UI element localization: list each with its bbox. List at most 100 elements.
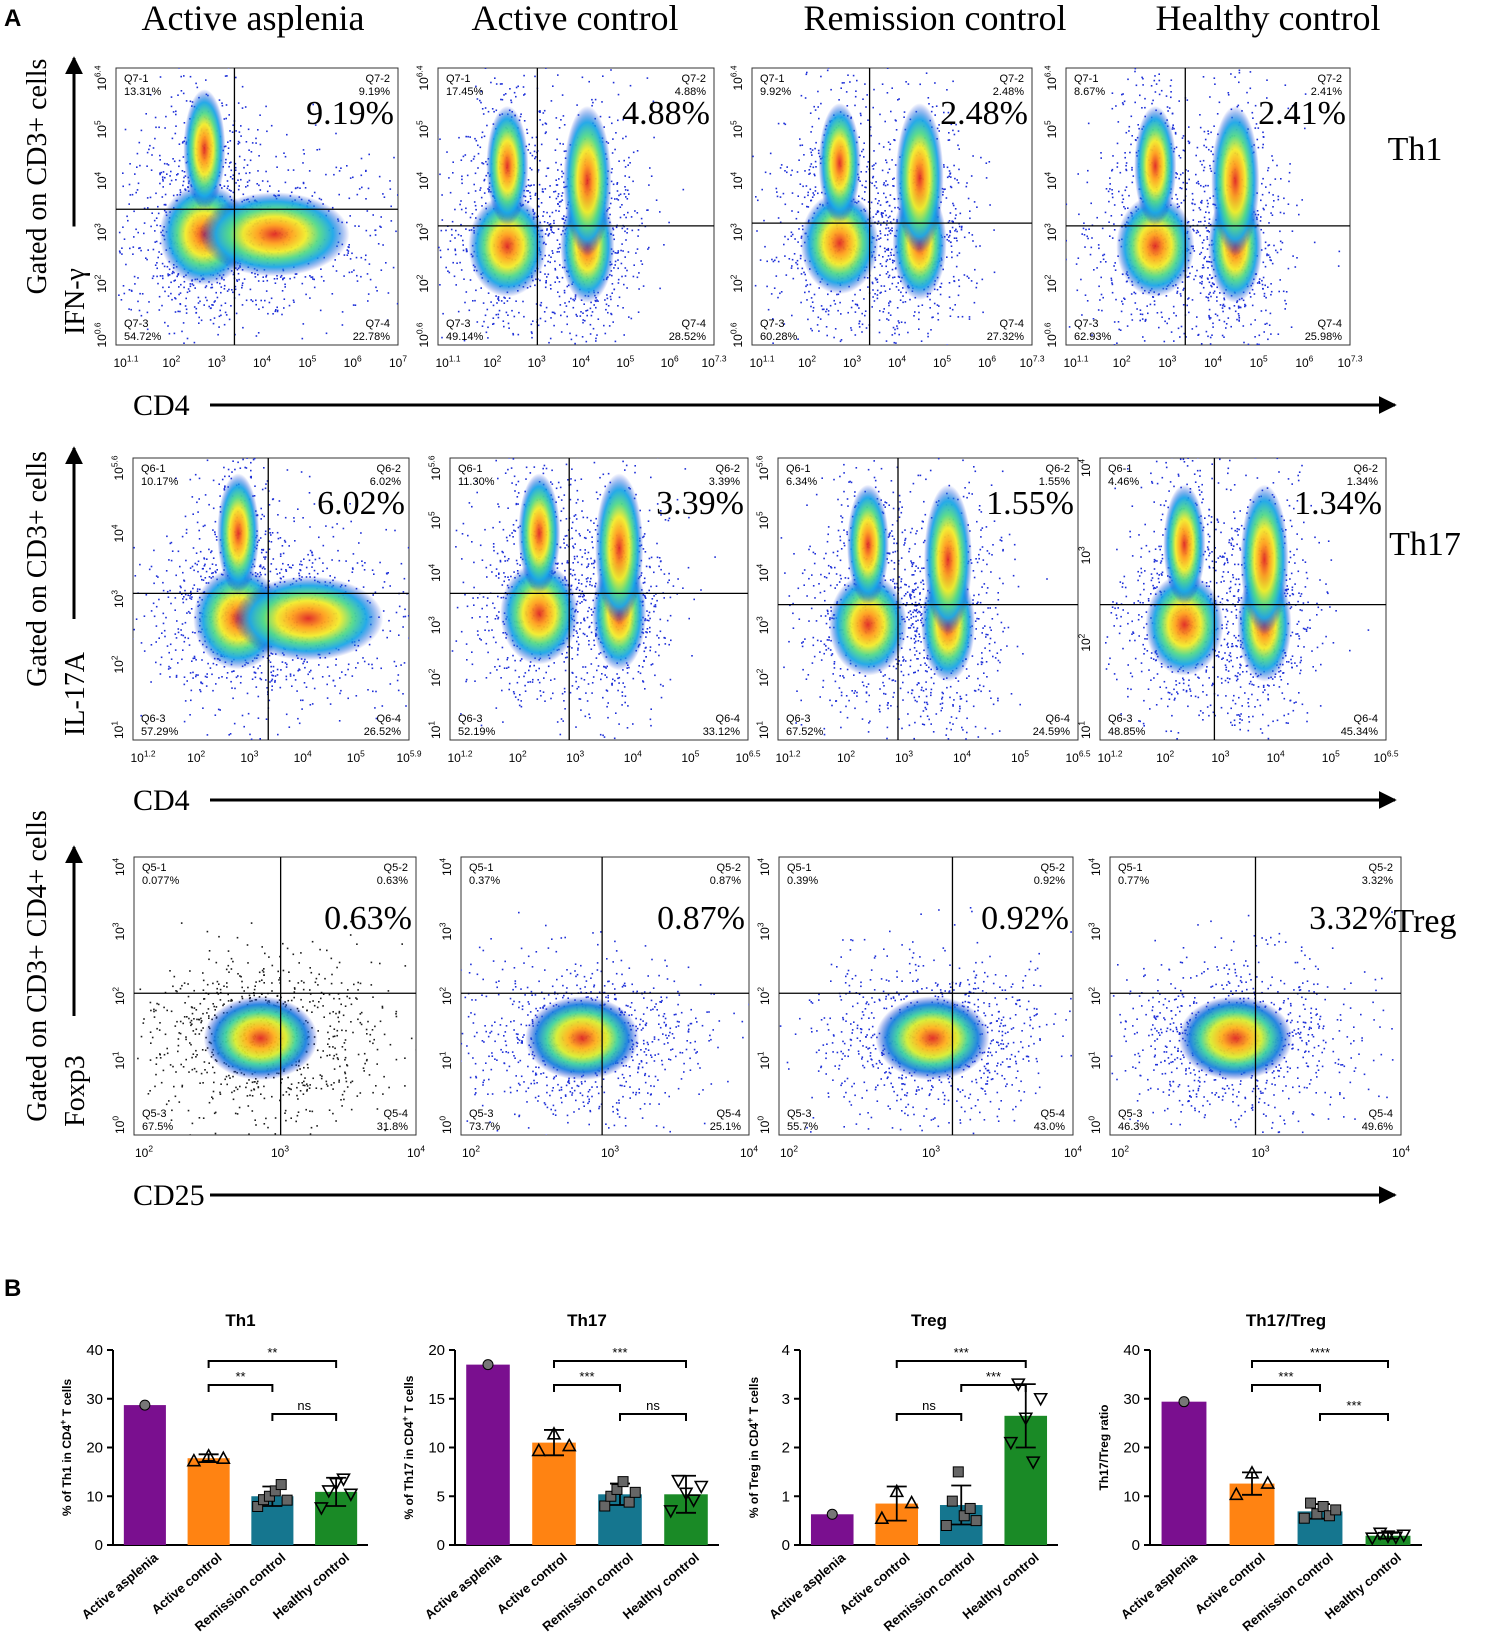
- quadrant-value: 25.1%: [710, 1121, 741, 1133]
- data-point: [482, 1359, 494, 1371]
- column-header: Active control: [472, 0, 679, 38]
- event-cloud: [752, 68, 996, 345]
- y-axis-gate-text: Gated on CD3+ cells: [22, 59, 53, 295]
- y-axis-title-text: % of Th1 in CD4+ T cells: [58, 1379, 74, 1517]
- density-blob: [468, 194, 547, 297]
- flow-plot: Q5-10.39%Q5-20.92%Q5-355.7%Q5-443.0%0.92…: [756, 856, 1082, 1160]
- y-tick-label: 103: [110, 590, 126, 608]
- x-axis-marker-text: CD25: [133, 1179, 205, 1212]
- significance-bracket: ***: [895, 1345, 1027, 1368]
- y-axis-title: % of Th1 in CD4+ T cells: [58, 1379, 74, 1517]
- quadrant-name: Q7-3: [124, 318, 148, 330]
- quadrant-name: Q6-4: [716, 713, 740, 725]
- data-point: [1018, 1412, 1034, 1426]
- y-tick-label: 40: [86, 1342, 103, 1359]
- data-point: [281, 1494, 293, 1506]
- y-tick-label: 102: [1087, 987, 1103, 1005]
- y-tick-label: 106.4: [415, 65, 431, 90]
- svg-text:100.6: 100.6: [93, 322, 109, 347]
- quadrant-name: Q5-3: [469, 1108, 493, 1120]
- data-point: [1228, 1486, 1244, 1501]
- y-axis-gate-text: Gated on CD3+ cells: [22, 451, 53, 687]
- svg-text:106: 106: [978, 354, 996, 370]
- significance-label: ***: [1346, 1398, 1361, 1413]
- svg-text:107: 107: [389, 354, 407, 370]
- svg-text:105: 105: [729, 120, 745, 138]
- column-header: Healthy control: [1156, 0, 1381, 38]
- svg-text:101.1: 101.1: [749, 354, 774, 370]
- quadrant-name: Q6-2: [716, 463, 740, 475]
- svg-text:100.6: 100.6: [729, 322, 745, 347]
- significance-label: ***: [1278, 1369, 1293, 1384]
- quadrant-value: 49.6%: [1362, 1121, 1393, 1133]
- svg-text:102: 102: [729, 274, 745, 292]
- y-tick-label: 103: [1087, 922, 1103, 940]
- svg-text:102: 102: [93, 274, 109, 292]
- x-tick-label: 105: [1011, 749, 1029, 765]
- plot-frame: [778, 856, 1074, 1136]
- y-tick-label: 104: [438, 858, 454, 876]
- y-tick-label: 101: [427, 721, 443, 739]
- flow-plot: Q7-18.67%Q7-22.41%Q7-362.93%Q7-425.98%2.…: [1043, 65, 1363, 370]
- bracket-line: [619, 1413, 687, 1421]
- plot-frame: [460, 856, 750, 1136]
- y-axis-title: Th17/Treg ratio: [1097, 1404, 1111, 1490]
- x-tick-label: 105: [1250, 354, 1268, 370]
- x-tick-label: 102: [187, 749, 205, 765]
- data-point: [275, 1479, 287, 1491]
- quadrant-value: 6.02%: [370, 476, 401, 488]
- flow-plot: Q7-117.45%Q7-24.88%Q7-349.14%Q7-428.52%4…: [415, 65, 727, 370]
- y-tick-label: 100.6: [729, 322, 745, 347]
- quadrant-name: Q6-3: [1108, 713, 1132, 725]
- x-tick-label: 105: [616, 354, 634, 370]
- data-point: [693, 1480, 709, 1495]
- y-tick-label: 105.6: [110, 455, 126, 480]
- svg-text:106: 106: [661, 354, 679, 370]
- data-point: [328, 1477, 344, 1492]
- data-point: [201, 1448, 216, 1462]
- x-tick-label: 103: [601, 1144, 619, 1160]
- quadrant-value: 67.5%: [142, 1121, 173, 1133]
- y-tick-label: 5: [437, 1488, 445, 1505]
- bar: [1365, 1535, 1411, 1545]
- svg-text:105: 105: [298, 354, 316, 370]
- svg-text:103: 103: [415, 223, 431, 241]
- y-tick-label: 105: [415, 120, 431, 138]
- significance-label: **: [235, 1369, 245, 1384]
- flow-plot: Q6-111.30%Q6-23.39%Q6-352.19%Q6-433.12%3…: [427, 455, 761, 765]
- y-tick-label: 105: [427, 511, 443, 529]
- panel-label-a: A: [4, 5, 21, 32]
- quadrant-name: Q5-1: [469, 862, 493, 874]
- flow-plot: Q5-10.077%Q5-20.63%Q5-367.5%Q5-431.8%0.6…: [111, 856, 425, 1160]
- data-point: [663, 1505, 679, 1519]
- y-tick-label: 30: [86, 1391, 103, 1408]
- y-axis-marker: Foxp3: [60, 1055, 91, 1127]
- event-cloud: [461, 911, 749, 1135]
- density-blob: [800, 192, 879, 295]
- y-tick-label: 3: [782, 1391, 790, 1408]
- data-point: [889, 1483, 905, 1498]
- svg-text:100.6: 100.6: [415, 322, 431, 347]
- significance-label: ns: [922, 1398, 936, 1413]
- y-tick-label: 104: [729, 171, 745, 189]
- quadrant-name: Q5-2: [717, 862, 741, 874]
- quadrant-value: 0.92%: [1034, 875, 1065, 887]
- data-point: [1396, 1529, 1412, 1543]
- x-tick-label: 106.5: [1065, 749, 1090, 765]
- y-tick-label: 100.6: [93, 322, 109, 347]
- x-tick-label: 102: [780, 1144, 798, 1160]
- x-tick-label: 104: [1267, 749, 1285, 765]
- x-tick-label: 102: [1156, 749, 1174, 765]
- quadrant-name: Q6-2: [377, 463, 401, 475]
- data-point: [1317, 1500, 1329, 1512]
- bar: [1161, 1401, 1207, 1545]
- quadrant-name: Q5-1: [142, 862, 166, 874]
- quadrant-value: 2.41%: [1311, 86, 1342, 98]
- y-tick-label: 105: [755, 511, 771, 529]
- y-axis-title-text: % of Treg in CD4+ T cells: [745, 1377, 761, 1519]
- quadrant-value: 0.87%: [710, 875, 741, 887]
- quadrant-name: Q7-2: [1318, 73, 1342, 85]
- density-blob: [203, 996, 318, 1081]
- data-point: [605, 1490, 617, 1502]
- x-tick-label: 102: [1113, 354, 1131, 370]
